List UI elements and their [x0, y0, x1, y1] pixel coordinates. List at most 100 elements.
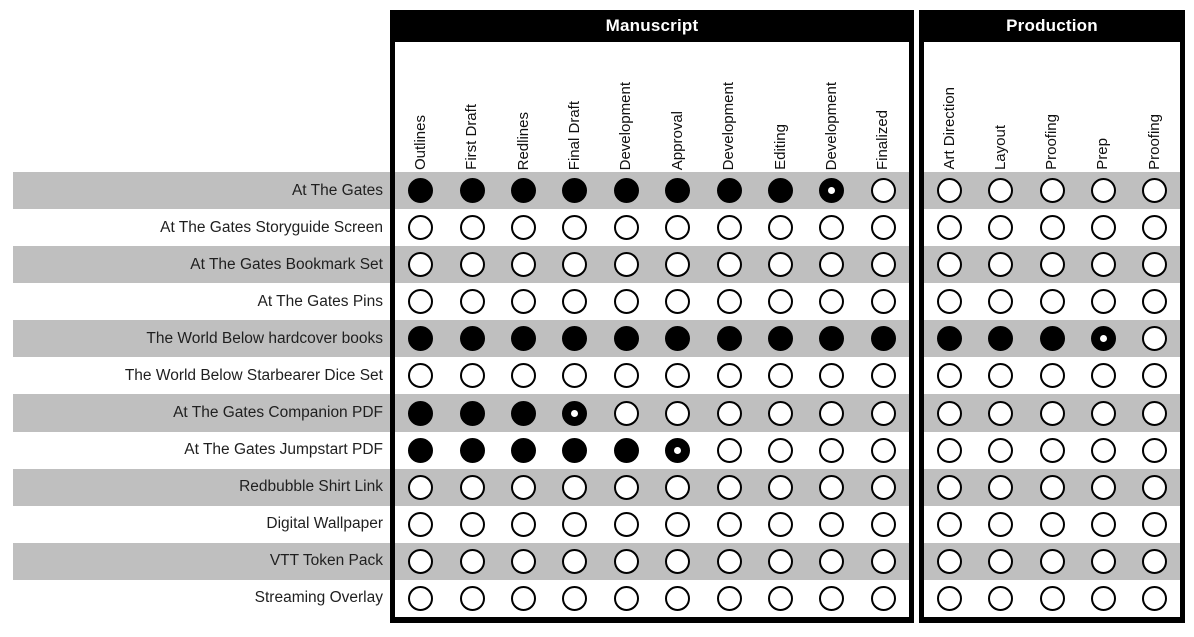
status-cell [549, 543, 600, 580]
status-cell [755, 580, 806, 617]
status-cell [549, 172, 600, 209]
status-cell [1129, 394, 1180, 431]
status-cell [975, 432, 1026, 469]
table-row [924, 357, 1180, 394]
status-empty-icon [562, 548, 588, 574]
row-label: The World Below Starbearer Dice Set [124, 366, 383, 384]
status-empty-icon [613, 363, 639, 389]
status-filled-icon [459, 400, 485, 426]
status-empty-icon [1141, 474, 1167, 500]
status-cell [975, 469, 1026, 506]
status-cell [1078, 469, 1129, 506]
status-empty-icon [511, 585, 537, 611]
status-cell [652, 209, 703, 246]
status-empty-icon [1141, 252, 1167, 278]
status-empty-icon [1090, 178, 1116, 204]
table-row [395, 394, 909, 432]
status-filled-icon [1039, 326, 1065, 352]
status-empty-icon [716, 289, 742, 315]
status-empty-icon [1141, 437, 1167, 463]
status-cell [1026, 543, 1077, 580]
status-cell [652, 320, 703, 357]
status-cell [652, 469, 703, 506]
status-cell [975, 357, 1026, 394]
status-cell [1078, 246, 1129, 283]
status-empty-icon [1141, 289, 1167, 315]
status-empty-icon [1090, 289, 1116, 315]
status-filled-icon [562, 437, 588, 463]
table-row [395, 580, 909, 617]
status-cell [806, 246, 857, 283]
status-empty-icon [716, 511, 742, 537]
status-cell [601, 543, 652, 580]
column-header-label: Art Direction [940, 87, 958, 170]
row-label: At The Gates [13, 172, 390, 210]
status-cell [924, 172, 975, 209]
status-cell [975, 506, 1026, 543]
status-cell [858, 543, 909, 580]
production-column-headers: Art Direction Layout Proofing Prep Proofing [924, 42, 1180, 172]
status-cell [755, 543, 806, 580]
status-cell [446, 283, 497, 320]
status-empty-icon [665, 252, 691, 278]
status-empty-icon [1039, 400, 1065, 426]
status-cell [446, 506, 497, 543]
column-header-development: Development [703, 42, 754, 172]
status-filled-icon [665, 326, 691, 352]
status-empty-icon [870, 511, 896, 537]
status-empty-icon [988, 437, 1014, 463]
status-empty-icon [988, 215, 1014, 241]
status-cell [858, 580, 909, 617]
status-empty-icon [937, 511, 963, 537]
status-cell [601, 357, 652, 394]
table-row [395, 246, 909, 284]
status-empty-icon [562, 585, 588, 611]
status-cell [755, 394, 806, 431]
status-cell [601, 246, 652, 283]
status-cell [703, 469, 754, 506]
status-empty-icon [988, 289, 1014, 315]
status-cell [806, 580, 857, 617]
status-cell [652, 506, 703, 543]
status-partial-icon [665, 437, 691, 463]
status-filled-icon [408, 326, 434, 352]
status-cell [806, 172, 857, 209]
status-empty-icon [819, 511, 845, 537]
status-empty-icon [613, 215, 639, 241]
column-header-label: Development [720, 81, 738, 170]
status-filled-icon [768, 178, 794, 204]
status-partial-icon [562, 400, 588, 426]
status-empty-icon [870, 474, 896, 500]
status-cell [703, 580, 754, 617]
status-cell [1129, 246, 1180, 283]
status-cell [395, 246, 446, 283]
status-empty-icon [1141, 511, 1167, 537]
status-empty-icon [937, 437, 963, 463]
manuscript-column-headers: Outlines First Draft Redlines Final Draft De… [395, 42, 909, 172]
status-filled-icon [937, 326, 963, 352]
status-cell [858, 172, 909, 209]
table-row [395, 432, 909, 469]
status-empty-icon [1141, 400, 1167, 426]
status-cell [975, 580, 1026, 617]
row-labels-column: At The Gates At The Gates Storyguide Scre… [13, 172, 390, 617]
status-cell [1129, 283, 1180, 320]
column-header-label: Approval [668, 110, 686, 170]
status-cell [601, 320, 652, 357]
status-empty-icon [459, 585, 485, 611]
status-empty-icon [562, 363, 588, 389]
status-cell [1078, 172, 1129, 209]
status-cell [601, 432, 652, 469]
status-cell [1026, 172, 1077, 209]
status-cell [1078, 357, 1129, 394]
status-cell [924, 469, 975, 506]
row-label: Redbubble Shirt Link [13, 468, 390, 506]
status-empty-icon [870, 289, 896, 315]
column-header-editing: Editing [755, 42, 806, 172]
status-empty-icon [988, 585, 1014, 611]
status-cell [924, 580, 975, 617]
status-cell [703, 246, 754, 283]
status-cell [652, 283, 703, 320]
status-empty-icon [1039, 548, 1065, 574]
status-partial-icon [819, 178, 845, 204]
